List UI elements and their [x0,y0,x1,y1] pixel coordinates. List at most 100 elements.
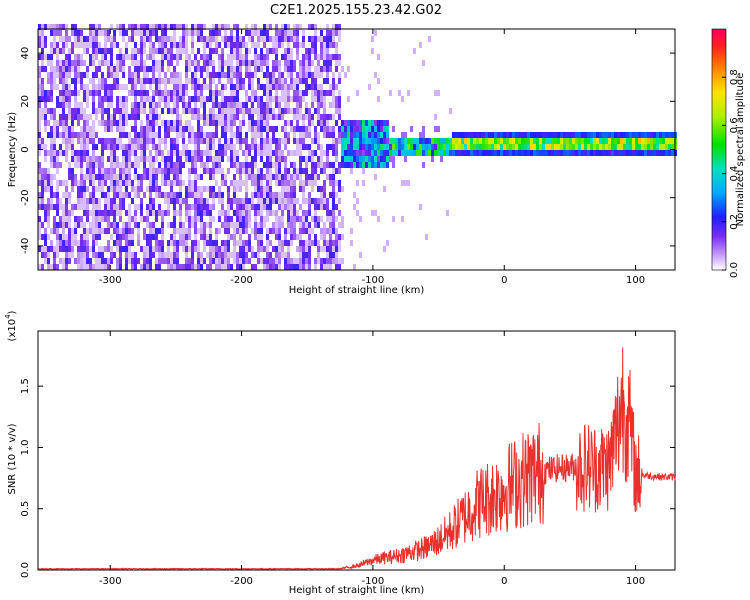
spectrogram-cell [134,54,137,60]
spectrogram-cell [167,102,170,108]
spectrogram-cell [296,108,299,114]
spectrogram-cell [299,60,302,66]
spectrogram-cell [104,96,107,102]
spectrogram-cell [470,144,473,150]
spectrogram-cell [215,72,218,78]
spectrogram-cell [245,102,248,108]
spectrogram-cell [182,84,185,90]
spectrogram-cell [44,168,47,174]
spectrogram-cell [308,120,311,126]
spectrogram-cell [161,258,164,264]
spectrogram-cell [200,204,203,210]
spectrogram-cell [353,126,356,132]
spectrogram-cell [155,246,158,252]
spectrogram-cell [203,198,206,204]
colorbar-tick-label: 0.4 [729,166,740,182]
spectrogram-cell [287,222,290,228]
spectrogram-cell [155,48,158,54]
spectrogram-cell [41,84,44,90]
spectrogram-cell [80,204,83,210]
spectrogram-cell [614,132,617,138]
spectrogram-cell [140,246,143,252]
spectrogram-cell [362,138,365,144]
spectrogram-cell [176,48,179,54]
spectrogram-cell [200,138,203,144]
spectrogram-cell [275,54,278,60]
spectrogram-cell [257,102,260,108]
spectrogram-cell [266,216,269,222]
spectrogram-cell [278,144,281,150]
spectrogram-cell [362,120,365,126]
spectrogram-cell [68,90,71,96]
spectrogram-cell [422,60,425,66]
spectrogram-cell [263,30,266,36]
spectrogram-cell [239,84,242,90]
spectrogram-cell [119,66,122,72]
spectrogram-cell [179,54,182,60]
spectrogram-cell [239,258,242,264]
spectrogram-cell [512,138,515,144]
spectrogram-cell [269,150,272,156]
spectrogram-cell [293,168,296,174]
spectrogram-cell [311,24,314,30]
spectrogram-cell [332,36,335,42]
spectrogram-cell [671,150,674,156]
spectrogram-cell [434,150,437,156]
spectrogram-cell [533,138,536,144]
spectrogram-cell [518,138,521,144]
spectrogram-cell [239,204,242,210]
spectrogram-cell [356,198,359,204]
spectrogram-cell [311,186,314,192]
spectrogram-cell [257,120,260,126]
spectrogram-cell [137,186,140,192]
spectrogram-cell [335,180,338,186]
spectrogram-cell [233,240,236,246]
spectrogram-cell [311,168,314,174]
spectrogram-cell [233,102,236,108]
spectrogram-cell [101,60,104,66]
spectrogram-cell [140,216,143,222]
spectrogram-cell [86,72,89,78]
spectrogram-cell [98,162,101,168]
spectrogram-cell [284,54,287,60]
spectrogram-cell [251,96,254,102]
spectrogram-cell [152,114,155,120]
spectrogram-cell [68,54,71,60]
spectrogram-cell [86,198,89,204]
spectrogram-cell [179,72,182,78]
spectrogram-cell [662,144,665,150]
spectrogram-cell [305,240,308,246]
spectrogram-cell [302,222,305,228]
spectrogram-cell [236,264,239,270]
spectrogram-cell [104,258,107,264]
spectrogram-cell [203,114,206,120]
spectrogram-cell [68,198,71,204]
spectrogram-cell [83,42,86,48]
spectrogram-cell [152,90,155,96]
spectrogram-cell [131,228,134,234]
spectrogram-cell [335,246,338,252]
spectrogram-cell [248,36,251,42]
spectrogram-cell [107,84,110,90]
spectrogram-cell [338,234,341,240]
spectrogram-cell [428,144,431,150]
spectrogram-cell [155,264,158,270]
spectrogram-cell [239,60,242,66]
spectrogram-cell [161,156,164,162]
spectrogram-cell [326,120,329,126]
spectrogram-cell [269,210,272,216]
spectrogram-cell [134,72,137,78]
spectrogram-cell [371,126,374,132]
spectrogram-cell [116,186,119,192]
spectrogram-cell [131,84,134,90]
spectrogram-cell [344,138,347,144]
spectrogram-cell [200,216,203,222]
spectrogram-cell [170,144,173,150]
spectrogram-cell [221,240,224,246]
spectrogram-cell [53,156,56,162]
spectrogram-cell [308,264,311,270]
spectrogram-cell [167,162,170,168]
spectrogram-cell [461,132,464,138]
spectrogram-cell [383,132,386,138]
spectrogram-cell [71,156,74,162]
